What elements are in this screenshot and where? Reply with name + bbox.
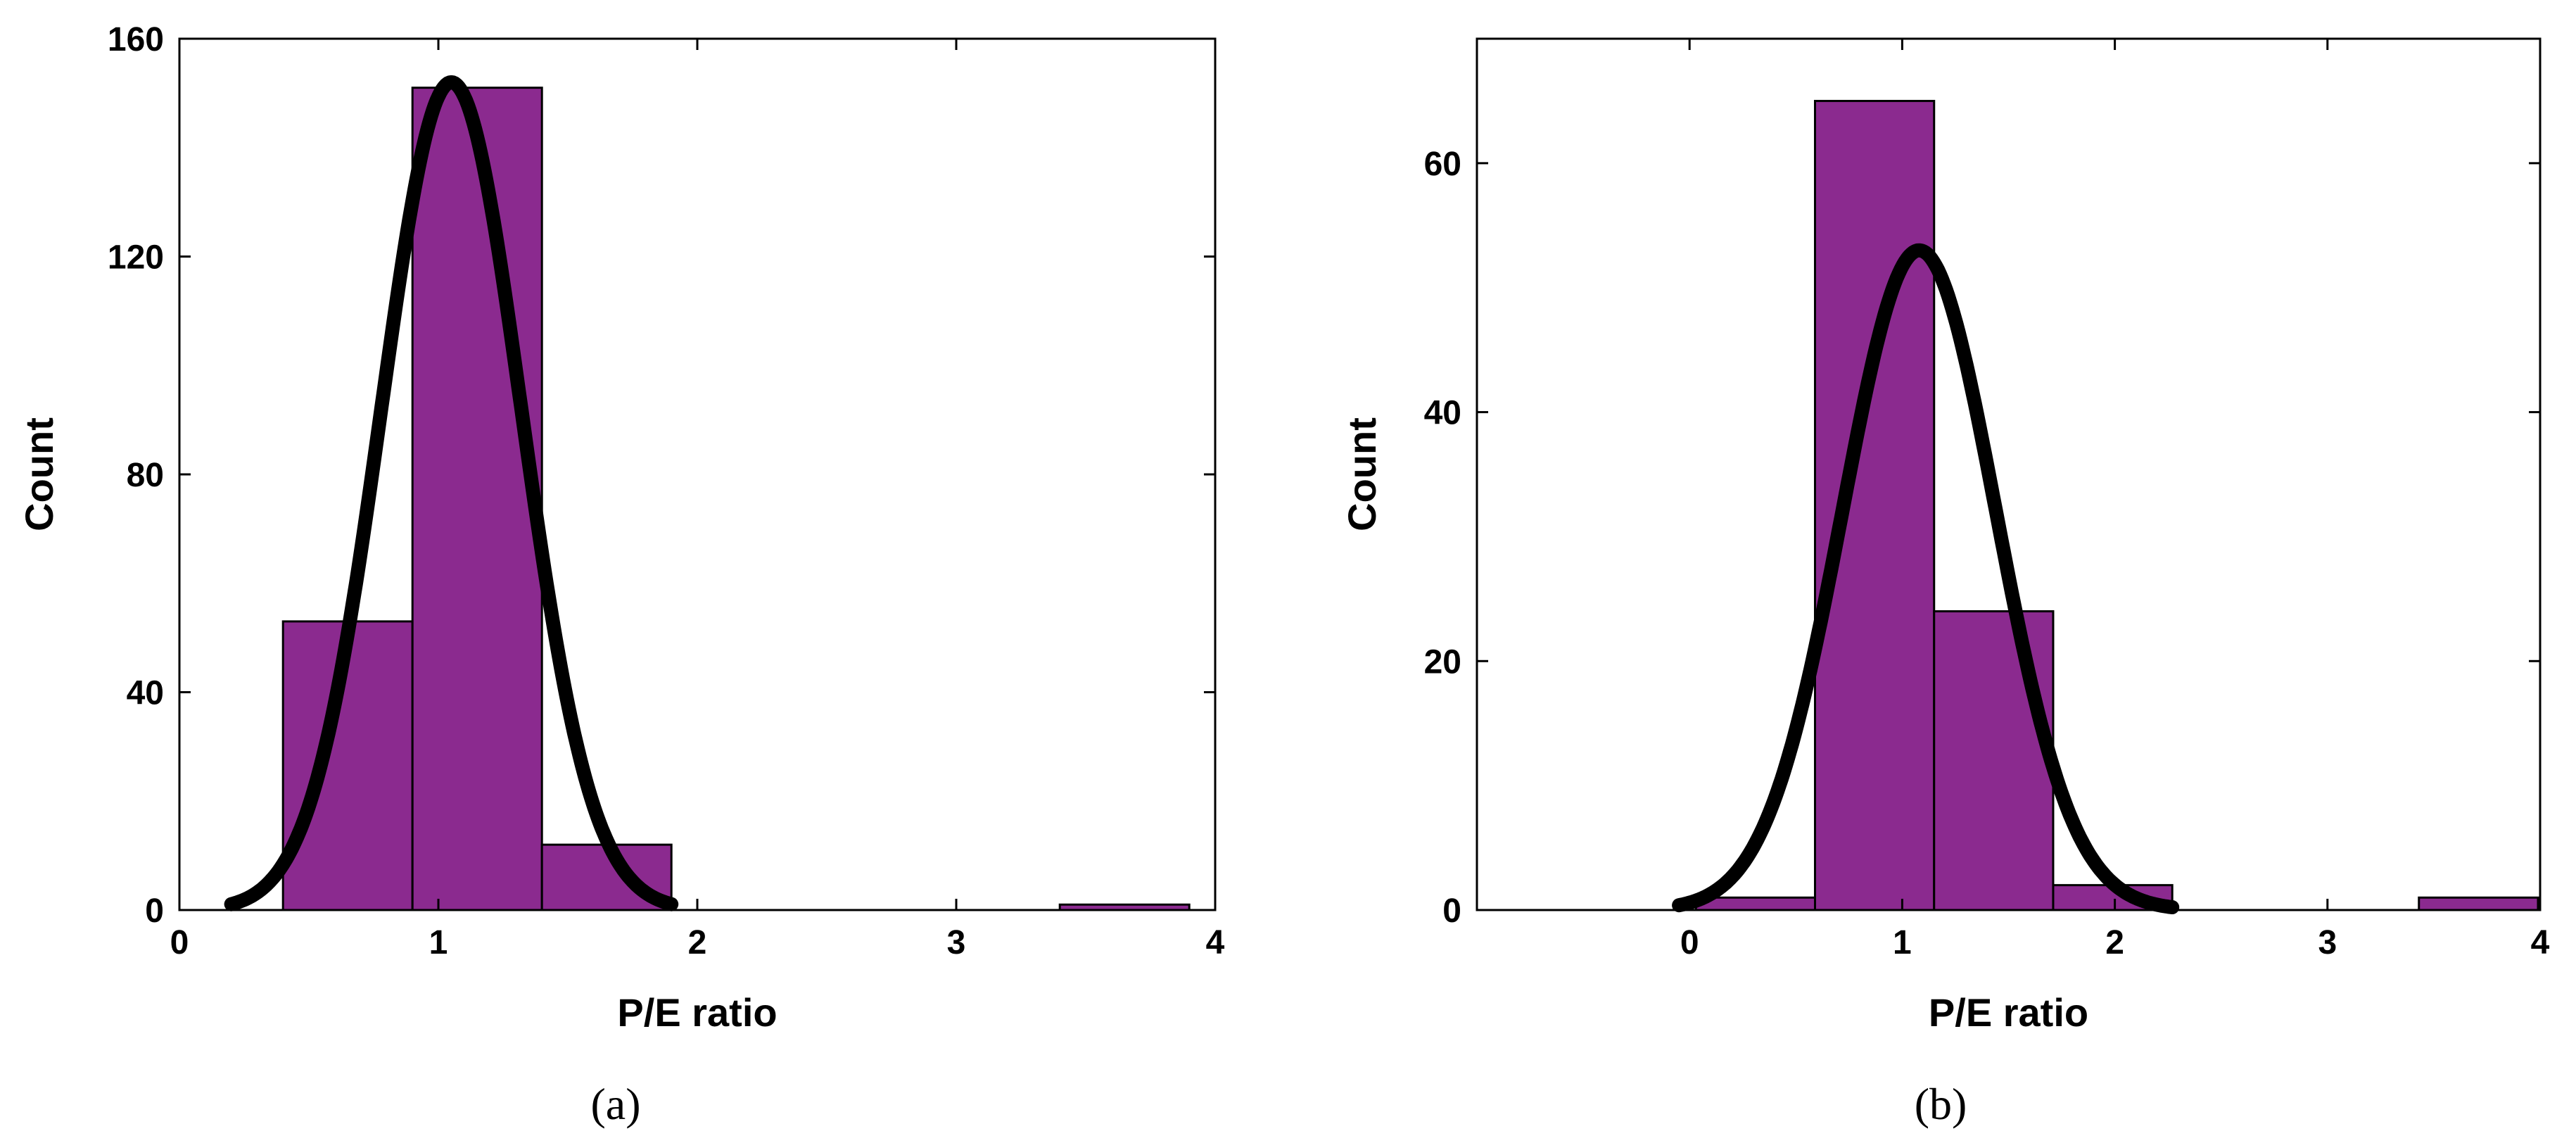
histogram-bar bbox=[411, 87, 543, 911]
y-tick-label: 20 bbox=[1424, 643, 1461, 681]
histogram-bar bbox=[1813, 99, 1936, 911]
x-tick-label: 0 bbox=[170, 924, 189, 961]
x-tick-label: 2 bbox=[2105, 924, 2124, 961]
x-tick-label: 3 bbox=[947, 924, 966, 961]
axes-frame bbox=[1476, 37, 2542, 911]
y-tick-label: 160 bbox=[108, 21, 164, 58]
y-tick-label: 40 bbox=[127, 675, 164, 712]
y-axis-label: Count bbox=[1340, 417, 1384, 531]
y-tick-label: 0 bbox=[1442, 892, 1461, 930]
panel-caption: (a) bbox=[590, 1079, 640, 1129]
x-tick-label: 4 bbox=[1206, 924, 1225, 961]
y-tick-label: 40 bbox=[1424, 395, 1461, 432]
y-axis-label: Count bbox=[17, 417, 61, 531]
normal-fit-curve bbox=[224, 75, 679, 911]
histogram-bar bbox=[2418, 896, 2539, 911]
normal-fit-curve bbox=[1672, 243, 2180, 914]
x-tick-label: 4 bbox=[2531, 924, 2550, 961]
panel-caption: (b) bbox=[1915, 1079, 1967, 1129]
x-tick-label: 1 bbox=[1893, 924, 1912, 961]
x-tick-label: 2 bbox=[688, 924, 707, 961]
y-tick-label: 80 bbox=[127, 457, 164, 494]
histogram-bar bbox=[1933, 610, 2055, 911]
x-tick-label: 1 bbox=[429, 924, 448, 961]
x-axis-label: P/E ratio bbox=[617, 990, 777, 1035]
x-axis-label: P/E ratio bbox=[1929, 990, 2088, 1035]
y-tick-label: 0 bbox=[145, 892, 164, 930]
y-tick-label: 60 bbox=[1424, 146, 1461, 183]
x-tick-label: 3 bbox=[2318, 924, 2337, 961]
x-tick-label: 0 bbox=[1680, 924, 1699, 961]
y-tick-label: 120 bbox=[108, 239, 164, 277]
